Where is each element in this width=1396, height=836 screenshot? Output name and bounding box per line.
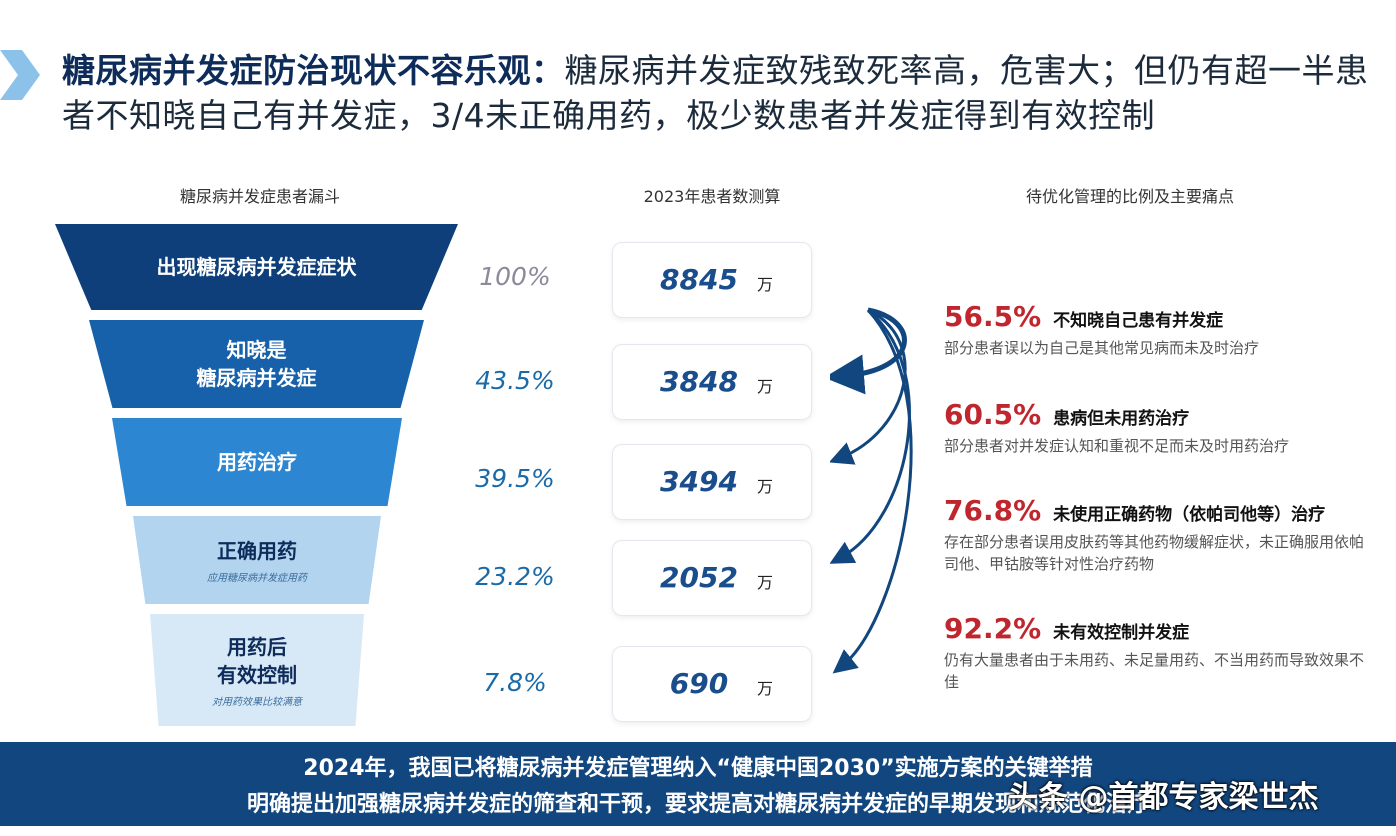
pain-pct: 76.8% — [944, 494, 1042, 527]
banner-line-1: 2024年，我国已将糖尿病并发症管理纳入“健康中国2030”实施方案的关键举措 — [303, 756, 1093, 781]
pain-point: 56.5% 不知晓自己患有并发症 部分患者误以为自己是其他常见病而未及时治疗 — [944, 300, 1374, 359]
estimate-value: 3848 — [660, 365, 738, 398]
pain-desc: 部分患者对并发症认知和重视不足而未及时用药治疗 — [944, 437, 1290, 455]
estimate-unit: 万 — [757, 573, 774, 592]
banner-line-2: 明确提出加强糖尿病并发症的筛查和干预，要求提高对糖尿病并发症的早期发现和规范化治… — [246, 792, 1149, 817]
title-rest: 糖尿病并发症致残致死率高，危害大；但仍有超一半患者不知晓自己有并发症，3/4未正… — [62, 51, 1369, 135]
pain-title: 患病但未用药治疗 — [1053, 409, 1190, 429]
pain-pct: 56.5% — [944, 300, 1042, 333]
funnel-stage-1: 出现糖尿病并发症症状 — [55, 224, 458, 310]
estimate-card: 3848 万 — [612, 344, 812, 420]
funnel-stage-label: 正确用药 — [217, 538, 297, 563]
funnel-stage-5: 用药后 有效控制 对用药效果比较满意 — [150, 614, 364, 726]
estimate-card: 8845 万 — [612, 242, 812, 318]
pain-desc: 仍有大量患者由于未用药、未足量用药、不当用药而导致效果不佳 — [944, 651, 1365, 691]
estimate-value: 690 — [669, 667, 729, 700]
pain-title: 不知晓自己患有并发症 — [1053, 311, 1224, 331]
funnel-stage-4: 正确用药 应用糖尿病并发症用药 — [133, 516, 381, 604]
pain-desc: 部分患者误以为自己是其他常见病而未及时治疗 — [944, 339, 1260, 357]
funnel-pct: 100% — [479, 262, 551, 291]
estimate-card: 2052 万 — [612, 540, 812, 616]
funnel-stage-sublabel: 对用药效果比较满意 — [212, 696, 302, 708]
pain-pct: 92.2% — [944, 612, 1042, 645]
funnel-stage-2: 知晓是 糖尿病并发症 — [89, 320, 424, 408]
pain-point: 92.2% 未有效控制并发症 仍有大量患者由于未用药、未足量用药、不当用药而导致… — [944, 612, 1374, 693]
pain-desc: 存在部分患者误用皮肤药等其他药物缓解症状，未正确服用依帕司他、甲钴胺等针对性治疗… — [944, 533, 1365, 573]
curved-arrows-icon — [830, 307, 913, 674]
policy-banner: 2024年，我国已将糖尿病并发症管理纳入“健康中国2030”实施方案的关键举措 … — [0, 742, 1396, 826]
funnel-pct: 43.5% — [475, 366, 555, 395]
funnel-stage-label: 出现糖尿病并发症症状 — [156, 255, 357, 279]
estimate-value: 2052 — [660, 561, 738, 594]
pain-point: 60.5% 患病但未用药治疗 部分患者对并发症认知和重视不足而未及时用药治疗 — [944, 398, 1374, 457]
pain-column-title: 待优化管理的比例及主要痛点 — [1025, 187, 1234, 206]
watermark: 头条 @首都专家梁世杰 — [1008, 780, 1319, 815]
estimate-unit: 万 — [757, 377, 774, 396]
estimate-column-title: 2023年患者数测算 — [643, 187, 781, 206]
estimate-card: 3494 万 — [612, 444, 812, 520]
funnel-stage-3: 用药治疗 — [112, 418, 402, 506]
title-bold: 糖尿病并发症防治现状不容乐观： — [62, 51, 565, 90]
pain-title: 未使用正确药物（依帕司他等）治疗 — [1053, 505, 1326, 525]
estimate-value: 8845 — [660, 263, 738, 296]
funnel-pct: 39.5% — [475, 464, 555, 493]
estimate-unit: 万 — [757, 679, 774, 698]
page-title: 糖尿病并发症防治现状不容乐观：糖尿病并发症致残致死率高，危害大；但仍有超一半患者… — [62, 48, 1372, 138]
pain-point: 76.8% 未使用正确药物（依帕司他等）治疗 存在部分患者误用皮肤药等其他药物缓… — [944, 494, 1374, 575]
funnel-stage-label: 用药后 有效控制 — [217, 634, 297, 687]
funnel-pct: 7.8% — [483, 668, 547, 697]
funnel-pct: 23.2% — [475, 562, 555, 591]
pain-pct: 60.5% — [944, 398, 1042, 431]
funnel-column-title: 糖尿病并发症患者漏斗 — [179, 187, 340, 206]
estimate-unit: 万 — [757, 275, 774, 294]
chevron-icon — [0, 50, 40, 100]
estimate-card: 690 万 — [612, 646, 812, 722]
pain-title: 未有效控制并发症 — [1053, 623, 1190, 643]
funnel-stage-label: 用药治疗 — [217, 450, 297, 474]
funnel-stage-label: 知晓是 糖尿病并发症 — [196, 338, 317, 390]
funnel-stage-sublabel: 应用糖尿病并发症用药 — [207, 572, 307, 584]
estimate-value: 3494 — [660, 465, 738, 498]
estimate-unit: 万 — [757, 477, 774, 496]
